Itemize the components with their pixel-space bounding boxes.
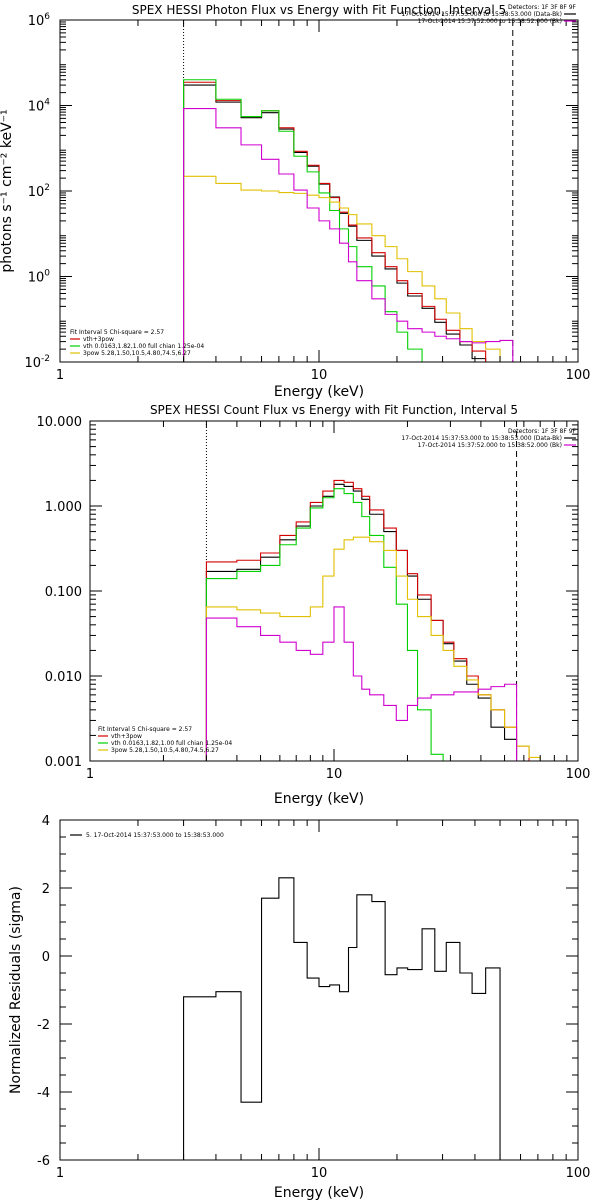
panel1-fit-legend-title: Fit Interval 5 Chi-square = 2.57 [70, 329, 164, 336]
panel2-x-tick-label: 100 [566, 767, 591, 782]
panel2-x-ticks: 1 10 100 [86, 421, 591, 782]
panel1-y-tick-label: 102 [28, 183, 50, 200]
panel2-series-bk [205, 606, 518, 761]
panel2-bottom-legend: Fit Interval 5 Chi-square = 2.57vth+3pow… [98, 726, 232, 754]
panel3-y-ticks: -6 -4 -2 0 2 4 [37, 814, 578, 1169]
panel1-legend-title: Detectors: 1F 3F 8F 9F [508, 4, 577, 11]
panel1-y-tick-label: 100 [28, 269, 51, 286]
panel3-y-tick-label: -4 [37, 1086, 50, 1101]
panel2-legend-entry-text: 17-Oct-2014 15:37:53.000 to 15:38:53.000… [401, 435, 562, 442]
panel1-y-tick-label: 10-2 [24, 354, 50, 371]
panel3-series-5-17-oct-2014-15-37-53-000-to-15-38-53-000 [183, 877, 514, 1160]
panel3-y-tick-label: -6 [37, 1154, 50, 1169]
panel3-x-tick-label: 10 [311, 1166, 328, 1181]
panel1-plot-area [183, 20, 514, 362]
panel1-y-tick-exponent: 6 [44, 12, 50, 22]
photon-flux-panel: SPEX HESSI Photon Flux vs Energy with Fi… [0, 3, 591, 400]
panel3-y-tick-label: 4 [42, 814, 50, 829]
panel1-y-tick-label: 106 [28, 12, 51, 29]
panel2-legend-title: Detectors: 1F 3F 8F 9F [508, 428, 577, 435]
panel1-series-3pow [183, 175, 514, 362]
panel2-fit-legend-text: 3pow 5.28,1.50,10.5,4.80,74.5,6.27 [111, 747, 219, 754]
panel1-x-ticks: 1 10 100 [56, 20, 591, 383]
panel2-y-tick-label: 0.001 [45, 755, 82, 770]
panel2-series-3pow [205, 536, 541, 761]
panel2-fit-legend-text: vth 0.0163,1.82,1.00 full chian 1.25e-04 [111, 740, 232, 747]
panel3-x-tick-label: 1 [56, 1166, 64, 1181]
panel1-fit-legend-text: vth+3pow [83, 336, 114, 343]
panel2-series-vth [205, 488, 444, 761]
panel1-bottom-legend: Fit Interval 5 Chi-square = 2.57vth+3pow… [70, 329, 204, 357]
panel1-x-tick-label: 10 [311, 368, 328, 383]
panel1-y-tick-base: 10 [28, 100, 45, 115]
panel1-y-tick-base: 10 [24, 356, 41, 371]
panel2-y-tick-label: 10.000 [37, 415, 83, 430]
panel3-y-tick-label: -2 [37, 1018, 50, 1033]
panel1-series-vth [183, 79, 423, 362]
panel1-y-tick-exponent: -2 [41, 354, 50, 364]
panel1-y-tick-label: 104 [28, 98, 51, 115]
panel1-series-bk [183, 107, 514, 362]
panel2-y-tick-label: 1.000 [45, 500, 82, 515]
panel2-fit-legend-text: vth+3pow [111, 733, 142, 740]
count-flux-panel: SPEX HESSI Count Flux vs Energy with Fit… [37, 403, 591, 807]
panel1-y-tick-base: 10 [28, 271, 45, 286]
panel3-y-tick-label: 2 [42, 882, 50, 897]
panel1-y-tick-exponent: 0 [44, 269, 50, 279]
panel2-plot-area [205, 421, 541, 761]
panel1-y-tick-base: 10 [28, 14, 45, 29]
panel1-fit-legend-text: vth 0.0163,1.82,1.00 full chian 1.25e-04 [83, 343, 204, 350]
panel1-x-axis-label: Energy (keV) [274, 384, 364, 400]
panel2-y-tick-label: 0.010 [45, 670, 82, 685]
panel2-x-tick-label: 10 [326, 767, 343, 782]
panel3-x-axis-label: Energy (keV) [274, 1185, 364, 1200]
panel2-legend-entry-text: 17-Oct-2014 15:37:52.000 to 15:38:52.000… [418, 442, 562, 449]
panel2-y-tick-label: 0.100 [45, 585, 82, 600]
panel1-y-tick-exponent: 4 [44, 98, 50, 108]
panel1-fit-legend-text: 3pow 5.28,1.50,10.5,4.80,74.5,6.27 [83, 350, 191, 357]
panel1-y-tick-base: 10 [28, 185, 45, 200]
panel1-x-tick-label: 1 [56, 368, 64, 383]
panel2-x-axis-label: Energy (keV) [274, 791, 364, 807]
panel3-y-tick-label: 0 [42, 950, 50, 965]
panel1-y-tick-exponent: 2 [44, 183, 50, 193]
panel1-y-axis-label: photons s⁻¹ cm⁻² keV⁻¹ [0, 109, 15, 272]
panel1-x-tick-label: 100 [566, 368, 591, 383]
panel3-x-tick-label: 100 [566, 1166, 591, 1181]
panel2-title: SPEX HESSI Count Flux vs Energy with Fit… [150, 403, 518, 417]
panel2-fit-legend-title: Fit Interval 5 Chi-square = 2.57 [98, 726, 192, 733]
panel1-legend-entry-text: 17-Oct-2014 15:37:53.000 to 15:38:53.000… [401, 11, 562, 18]
panel3-legend-entry-text: 5. 17-Oct-2014 15:37:53.000 to 15:38:53.… [86, 832, 224, 839]
panel2-y-ticks: 0.001 0.010 0.100 1.000 10.000 [37, 415, 578, 770]
residuals-panel: 1 10 100 -6 -4 -2 0 2 4 Energy (keV) Normalized… [8, 814, 590, 1200]
panel2-x-tick-label: 1 [86, 767, 94, 782]
panel2-series-data-bk [205, 483, 518, 761]
panel3-y-axis-label: Normalized Residuals (sigma) [8, 886, 24, 1094]
panel3-x-ticks: 1 10 100 [56, 820, 591, 1181]
panel1-title: SPEX HESSI Photon Flux vs Energy with Fi… [132, 3, 506, 17]
panel3-top-legend: 5. 17-Oct-2014 15:37:53.000 to 15:38:53.… [70, 832, 224, 839]
panel3-plot-area [183, 877, 514, 1160]
panel1-legend-entry-text: 17-Oct-2014 15:37:52.000 to 15:38:52.000… [418, 18, 562, 25]
